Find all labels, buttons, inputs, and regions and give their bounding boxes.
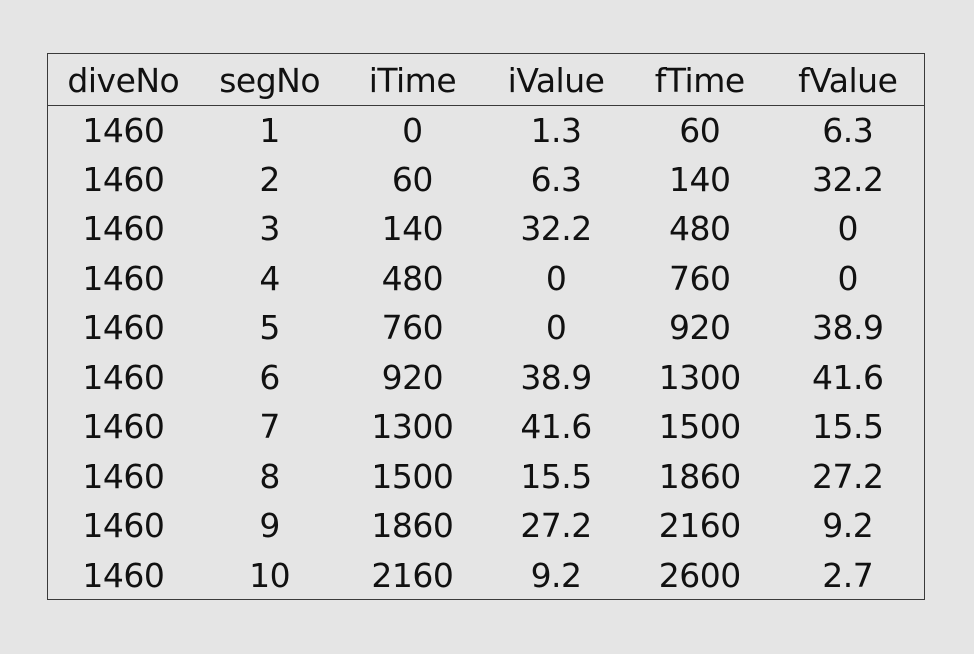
cell-diveno: 1460	[82, 407, 165, 447]
cell-diveno: 1460	[82, 506, 165, 546]
cell-itime: 760	[381, 308, 444, 348]
cell-ivalue: 1.3	[530, 110, 582, 150]
cell-fvalue: 6.3	[822, 110, 874, 150]
header-row: diveNo segNo iTime iValue fTime fValue	[48, 54, 924, 105]
cell-fvalue: 9.2	[822, 506, 874, 546]
cell-ivalue: 38.9	[520, 357, 592, 397]
cell-ivalue: 41.6	[520, 407, 592, 447]
cell-itime: 480	[381, 258, 444, 298]
cell-ftime: 1300	[658, 357, 741, 397]
cell-ivalue: 9.2	[530, 555, 582, 595]
cell-fvalue: 0	[837, 258, 859, 298]
cell-itime: 1300	[371, 407, 454, 447]
cell-segno: 2	[259, 159, 280, 199]
cell-segno: 5	[259, 308, 280, 348]
table-row: 1460 1 0 1.3 60 6.3	[48, 105, 924, 155]
cell-ftime: 2600	[658, 555, 741, 595]
table-body: 1460 1 0 1.3 60 6.3 1460 2 60 6.3 140 32.2 1460 3 140 3…	[48, 105, 924, 600]
column-header-fvalue: fValue	[798, 60, 898, 100]
cell-itime: 920	[381, 357, 444, 397]
cell-itime: 140	[381, 209, 444, 249]
cell-ftime: 920	[668, 308, 731, 348]
cell-fvalue: 41.6	[812, 357, 884, 397]
cell-segno: 1	[259, 110, 280, 150]
table-row: 1460 5 760 0 920 38.9	[48, 303, 924, 353]
cell-ftime: 1860	[658, 456, 741, 496]
table-row: 1460 6 920 38.9 1300 41.6	[48, 353, 924, 403]
cell-segno: 6	[259, 357, 280, 397]
table-row: 1460 10 2160 9.2 2600 2.7	[48, 551, 924, 601]
cell-itime: 2160	[371, 555, 454, 595]
dive-segments-table: diveNo segNo iTime iValue fTime fValue 1…	[48, 54, 924, 600]
cell-diveno: 1460	[82, 110, 165, 150]
cell-diveno: 1460	[82, 308, 165, 348]
cell-diveno: 1460	[82, 159, 165, 199]
cell-ivalue: 0	[545, 258, 567, 298]
cell-ivalue: 32.2	[520, 209, 592, 249]
column-header-itime: iTime	[368, 60, 457, 100]
table-row: 1460 9 1860 27.2 2160 9.2	[48, 501, 924, 551]
cell-segno: 8	[259, 456, 280, 496]
cell-ivalue: 27.2	[520, 506, 592, 546]
cell-fvalue: 32.2	[812, 159, 884, 199]
column-header-diveno: diveNo	[67, 60, 180, 100]
cell-ftime: 60	[679, 110, 721, 150]
cell-fvalue: 0	[837, 209, 859, 249]
column-header-segno: segNo	[219, 60, 321, 100]
cell-ftime: 480	[668, 209, 731, 249]
table-row: 1460 4 480 0 760 0	[48, 254, 924, 304]
cell-itime: 60	[391, 159, 433, 199]
cell-diveno: 1460	[82, 357, 165, 397]
column-header-ftime: fTime	[654, 60, 745, 100]
cell-itime: 1860	[371, 506, 454, 546]
cell-fvalue: 2.7	[822, 555, 874, 595]
cell-segno: 4	[259, 258, 280, 298]
table-row: 1460 7 1300 41.6 1500 15.5	[48, 402, 924, 452]
cell-ivalue: 15.5	[520, 456, 592, 496]
cell-segno: 7	[259, 407, 280, 447]
table-row: 1460 3 140 32.2 480 0	[48, 204, 924, 254]
cell-fvalue: 38.9	[812, 308, 884, 348]
cell-diveno: 1460	[82, 258, 165, 298]
cell-diveno: 1460	[82, 209, 165, 249]
column-header-ivalue: iValue	[507, 60, 605, 100]
cell-ivalue: 6.3	[530, 159, 582, 199]
table-row: 1460 2 60 6.3 140 32.2	[48, 155, 924, 205]
table-row: 1460 8 1500 15.5 1860 27.2	[48, 452, 924, 502]
cell-segno: 10	[249, 555, 291, 595]
cell-ftime: 140	[668, 159, 731, 199]
cell-ftime: 760	[668, 258, 731, 298]
cell-diveno: 1460	[82, 555, 165, 595]
cell-fvalue: 15.5	[812, 407, 884, 447]
cell-ivalue: 0	[545, 308, 567, 348]
cell-segno: 9	[259, 506, 280, 546]
data-table-frame: diveNo segNo iTime iValue fTime fValue 1…	[47, 53, 925, 600]
cell-fvalue: 27.2	[812, 456, 884, 496]
cell-itime: 0	[402, 110, 423, 150]
cell-ftime: 2160	[658, 506, 741, 546]
cell-itime: 1500	[371, 456, 454, 496]
cell-diveno: 1460	[82, 456, 165, 496]
cell-segno: 3	[259, 209, 280, 249]
cell-ftime: 1500	[658, 407, 741, 447]
